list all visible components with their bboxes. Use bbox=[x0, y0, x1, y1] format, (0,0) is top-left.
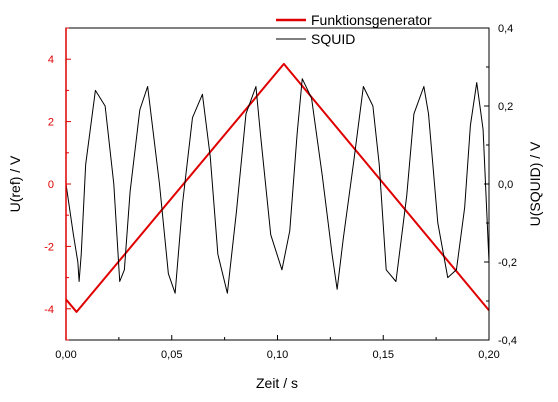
y-left-tick-label: 2 bbox=[48, 117, 54, 129]
y-right-tick-label: 0,0 bbox=[498, 179, 513, 191]
series-line-funktionsgenerator bbox=[65, 62, 490, 313]
x-tick-label: 0,05 bbox=[161, 349, 182, 361]
y-right-tick-label: 0,4 bbox=[498, 23, 513, 35]
x-tick-label: 0,20 bbox=[478, 349, 499, 361]
y-right-tick-label: 0,2 bbox=[498, 101, 513, 113]
y-axis-title-right: U(SQUID) / V bbox=[527, 141, 543, 226]
y-axis-title-left: U(ref) / V bbox=[7, 155, 23, 212]
series-line-squid bbox=[65, 78, 490, 294]
y-left-tick-label: -2 bbox=[44, 241, 54, 253]
y-right-tick-label: -0,4 bbox=[498, 335, 517, 347]
legend-label-funktionsgenerator: Funktionsgenerator bbox=[311, 12, 432, 28]
plot-lines bbox=[65, 62, 490, 313]
y-right-tick-label: -0,2 bbox=[498, 257, 517, 269]
axes: 0,00 0,05 0,10 0,15 0,20 -4 -2 0 2 4 -0,4 -0,2 0,0 0,… bbox=[44, 23, 517, 361]
legend: Funktionsgenerator SQUID bbox=[276, 12, 432, 47]
y-left-tick-label: 0 bbox=[48, 179, 54, 191]
x-tick-label: 0,00 bbox=[55, 349, 76, 361]
plot-frame bbox=[65, 27, 490, 341]
legend-label-squid: SQUID bbox=[311, 31, 355, 47]
x-axis-title: Zeit / s bbox=[256, 375, 298, 391]
y-left-tick-label: 4 bbox=[48, 54, 54, 66]
x-tick-label: 0,10 bbox=[267, 349, 288, 361]
x-tick-label: 0,15 bbox=[373, 349, 394, 361]
y-left-tick-label: -4 bbox=[44, 304, 54, 316]
